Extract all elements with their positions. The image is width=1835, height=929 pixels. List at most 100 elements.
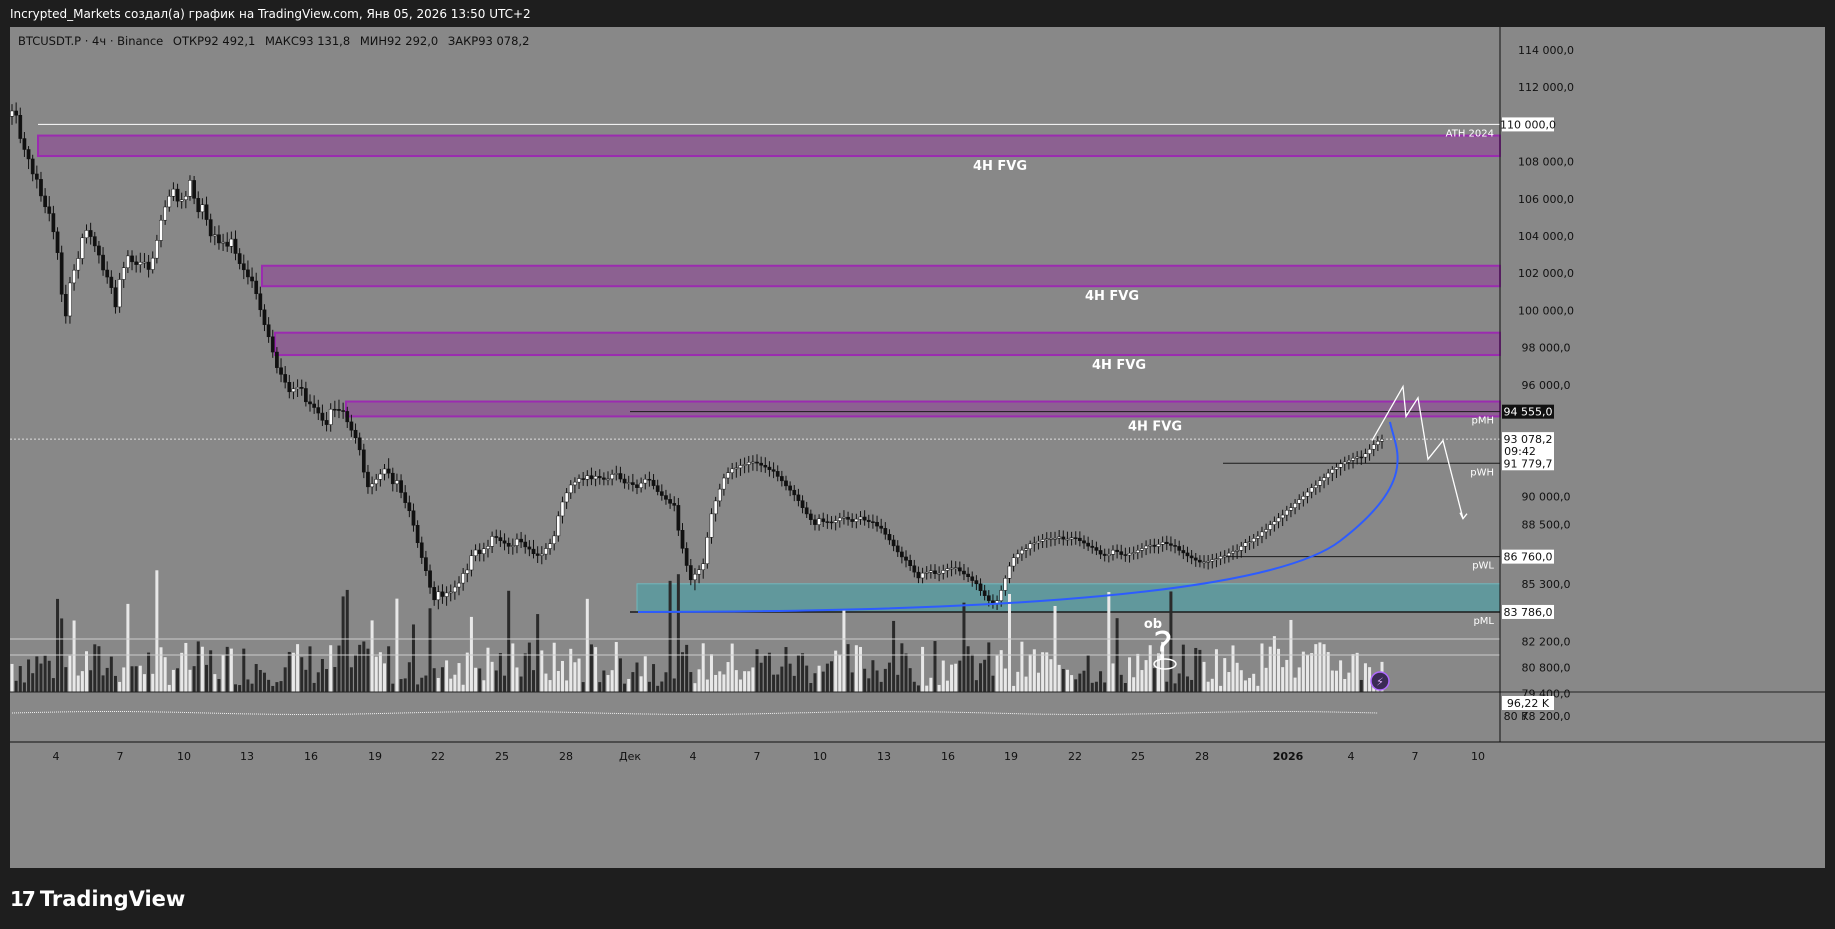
candle-body (957, 567, 962, 572)
volume-bar (540, 650, 544, 692)
volume-bar (879, 681, 883, 692)
volume-bar (118, 681, 122, 692)
volume-bar (1289, 619, 1293, 692)
volume-bar (1272, 636, 1276, 692)
volume-bar (1206, 681, 1210, 692)
volume-bar (623, 683, 627, 692)
candle-body (337, 409, 341, 411)
volume-bar (569, 648, 573, 692)
candle-body (788, 485, 792, 491)
candle-body (88, 230, 93, 237)
candle-body (672, 503, 677, 506)
volume-bar (271, 685, 275, 692)
candle-body (659, 491, 664, 496)
volume-bar (1243, 680, 1247, 692)
candle-body (920, 572, 925, 579)
candle-body (167, 195, 172, 208)
candle-body (573, 481, 577, 486)
volume-bar (618, 658, 622, 692)
tradingview-logo[interactable]: 17 TradingView (10, 885, 185, 913)
candle-body (34, 173, 39, 180)
candle-body (1094, 547, 1099, 551)
candle-body (825, 521, 830, 523)
candle-body (465, 569, 470, 574)
symbol-name[interactable]: BTCUSDT.P · 4ч · Binance (18, 34, 164, 48)
candle-body (1222, 555, 1227, 558)
volume-bar (105, 667, 109, 692)
volume-bar (560, 660, 564, 692)
price-label-box (1502, 404, 1554, 419)
volume-bar (283, 667, 287, 692)
candle-body (1280, 514, 1285, 519)
price-chart[interactable]: 4H FVG 4H FVG 4H FVG 4H FVG ob ATH 2024 pMH pW… (10, 27, 1825, 868)
volume-bar (403, 678, 407, 692)
candle-body (159, 219, 163, 241)
volume-bar (709, 654, 713, 692)
candle-body (602, 477, 606, 480)
candle-body (233, 238, 238, 254)
candle-body (192, 180, 196, 199)
candle-body (411, 510, 416, 526)
candle-body (1330, 469, 1335, 474)
volume-bar (867, 678, 871, 692)
volume-bar (581, 682, 585, 692)
volume-bar (465, 652, 469, 692)
volume-bar (366, 648, 370, 692)
volume-bar (821, 671, 825, 692)
candle-body (821, 518, 826, 522)
candle-body (63, 294, 68, 317)
candle-body (415, 525, 420, 544)
parabolic-curve (637, 421, 1399, 613)
candle-body (986, 595, 991, 601)
volume-bar (1165, 681, 1169, 692)
candle-body (833, 520, 838, 523)
candle-body (539, 553, 544, 556)
volume-bar (941, 660, 945, 692)
volume-bar (370, 620, 374, 692)
price-label: 91 779,7 (1504, 457, 1553, 470)
volume-bar (138, 665, 142, 692)
candle-body (175, 188, 180, 202)
candle-body (39, 179, 43, 197)
candle-body (846, 516, 850, 520)
volume-bar (147, 652, 151, 692)
candle-body (179, 199, 184, 202)
volume-bar (1094, 681, 1098, 692)
x-axis: 4 7 10 13 16 19 22 25 28 Дек 4 7 10 13 16 19 22 25 28 2026 4… (10, 741, 1825, 763)
candle-body (937, 572, 941, 575)
volume-bar (192, 666, 196, 692)
volume-bar (1318, 642, 1322, 692)
candle-body (933, 570, 937, 574)
candle-body (1111, 549, 1115, 555)
volume-bar (333, 667, 337, 692)
candle-body (30, 158, 35, 175)
candle-body (444, 592, 449, 597)
volume-bar (345, 589, 349, 692)
volume-bar (1078, 673, 1082, 692)
volume-bar (142, 674, 146, 692)
volume-bar (457, 663, 461, 692)
tradingview-logo-icon: 17 (10, 887, 36, 911)
volume-bar (312, 682, 316, 692)
volume-bar (792, 675, 796, 692)
volume-bar (1310, 653, 1314, 692)
candle-body (266, 324, 271, 338)
candle-body (929, 570, 933, 573)
volume-bar (834, 650, 838, 692)
volume-bar (1099, 671, 1103, 692)
volume-bar (772, 674, 776, 692)
chart-panel[interactable]: 4H FVG 4H FVG 4H FVG 4H FVG ob ATH 2024 pMH pW… (10, 27, 1825, 868)
candle-body (51, 213, 56, 233)
volume-bar (974, 680, 978, 692)
volume-bar (399, 679, 403, 692)
candle-body (688, 565, 693, 581)
candle-body (432, 587, 437, 601)
volume-bar (1231, 645, 1235, 692)
volume-bar (1020, 641, 1024, 692)
volume-bar (1301, 651, 1305, 692)
candle-body (1135, 549, 1140, 553)
volume-bar (830, 661, 834, 692)
candle-body (585, 475, 590, 480)
candle-body (515, 538, 519, 546)
volume-bar (440, 667, 444, 692)
